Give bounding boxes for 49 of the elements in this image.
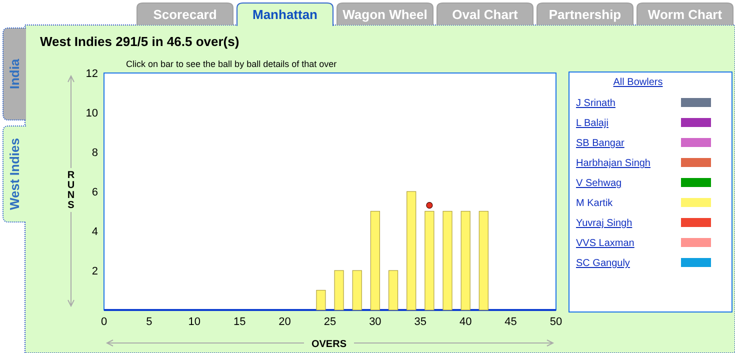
bar: [316, 290, 326, 310]
bar: [478, 210, 488, 310]
x-tick-label: 20: [278, 316, 291, 328]
text: Yuvraj Singh: [576, 218, 632, 229]
text: Wagon Wheel: [342, 7, 428, 22]
text: West Indies: [7, 138, 22, 210]
bar: [442, 210, 452, 310]
text: Worm Chart: [648, 7, 723, 22]
x-tick-label: 40: [459, 316, 472, 328]
bar: [334, 270, 344, 310]
x-tick-label: 50: [550, 316, 562, 328]
y-tick-label: 2: [92, 266, 98, 278]
text: India: [7, 58, 22, 90]
text: Harbhajan Singh: [576, 158, 650, 169]
x-tick-label: 10: [188, 316, 201, 328]
x-tick-label: 30: [369, 316, 382, 328]
text: Oval Chart: [452, 7, 519, 22]
x-axis-title: OVERS: [311, 339, 347, 350]
bar: [352, 270, 362, 310]
x-tick-label: 25: [324, 316, 336, 328]
x-tick-label: 15: [233, 316, 246, 328]
bar: [460, 210, 470, 310]
legend-title: All Bowlers: [613, 77, 663, 88]
chart-title: West Indies 291/5 in 46.5 over(s): [40, 34, 240, 49]
text: L Balaji: [576, 118, 608, 129]
bar: [370, 210, 380, 310]
text: V Sehwag: [576, 178, 622, 189]
y-tick-label: 12: [86, 68, 98, 80]
chart-subtitle: Click on bar to see the ball by ball details of that over: [126, 59, 337, 69]
bar: [424, 210, 434, 310]
x-tick-label: 45: [504, 316, 517, 328]
y-tick-label: 6: [92, 186, 98, 198]
text: VVS Laxman: [576, 238, 634, 249]
text: Partnership: [548, 7, 622, 22]
bar: [388, 270, 398, 310]
text: J Srinath: [576, 98, 616, 109]
text: SB Bangar: [576, 138, 626, 149]
text: Scorecard: [153, 7, 217, 22]
x-tick-label: 35: [414, 316, 427, 328]
text: SC Ganguly: [576, 258, 630, 269]
y-tick-label: 10: [86, 108, 98, 120]
x-tick-label: 5: [146, 316, 152, 328]
x-tick-label: 0: [100, 316, 108, 328]
bar: [406, 191, 416, 310]
text: Manhattan: [252, 7, 318, 22]
y-tick-label: 4: [92, 226, 98, 238]
text: M Kartik: [576, 198, 614, 209]
y-tick-label: 8: [92, 147, 98, 159]
y-axis-title: RUNS: [67, 170, 76, 211]
